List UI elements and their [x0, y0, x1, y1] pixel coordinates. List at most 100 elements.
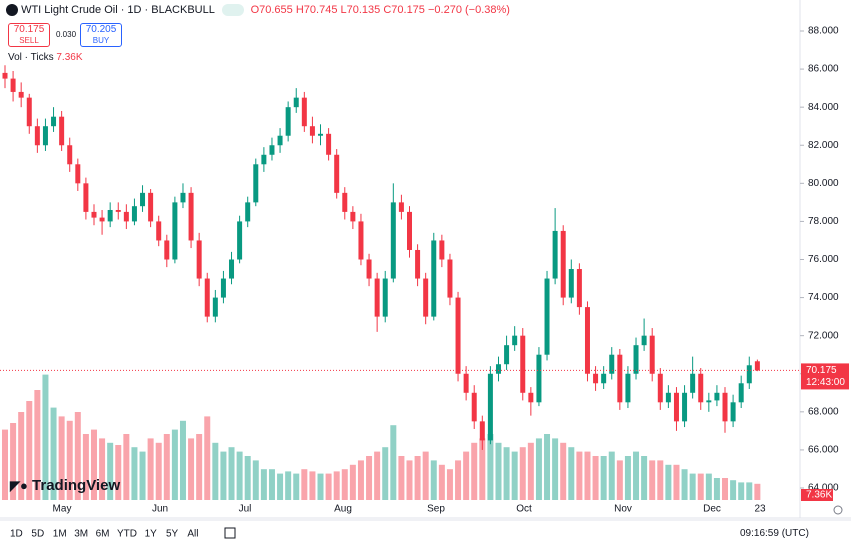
volume-bar — [641, 456, 648, 500]
candle-body — [431, 240, 437, 317]
candle-body — [698, 373, 704, 403]
volume-bar — [366, 456, 373, 500]
volume-bar — [624, 456, 631, 500]
volume-bar — [285, 471, 292, 500]
volume-bar — [560, 442, 567, 500]
buy-button[interactable]: 70.205 BUY — [80, 23, 122, 47]
candle-body — [156, 221, 162, 241]
volume-bar — [649, 460, 656, 500]
volume-bar — [66, 420, 73, 500]
candle-body — [544, 278, 550, 355]
range-button[interactable]: 5Y — [166, 529, 179, 540]
volume-bar — [511, 451, 518, 500]
volume-bar — [568, 447, 575, 500]
candle-body — [10, 78, 16, 92]
candle-body — [471, 392, 477, 422]
volume-bar — [260, 469, 267, 500]
candle-body — [261, 154, 267, 165]
candle-body — [512, 335, 518, 346]
candle-body — [277, 135, 283, 146]
volume-bar — [722, 478, 729, 500]
range-button[interactable]: 6M — [96, 529, 110, 540]
candle-body — [398, 202, 404, 212]
candle-body — [673, 392, 679, 422]
candle-body — [552, 230, 558, 279]
candle-body — [690, 373, 696, 393]
range-button[interactable]: 1Y — [145, 529, 158, 540]
volume-bar — [446, 469, 453, 500]
volume-bar — [479, 438, 486, 500]
volume-bar — [82, 434, 89, 500]
candle-body — [536, 354, 542, 403]
candle-body — [59, 116, 65, 146]
volume-bar — [325, 473, 332, 500]
candle-body — [42, 126, 48, 146]
range-button[interactable]: YTD — [117, 529, 137, 540]
candle-body — [115, 209, 121, 212]
volume-bar — [131, 447, 138, 500]
candle-body — [67, 145, 73, 165]
range-button[interactable]: 1M — [53, 529, 67, 540]
x-tick-label: Dec — [703, 504, 721, 515]
candle-body — [366, 259, 372, 279]
volume-bar — [317, 473, 324, 500]
candle-body — [641, 335, 647, 346]
x-tick-label: Sep — [427, 504, 445, 515]
candle-body — [350, 211, 356, 222]
sell-button[interactable]: 70.175 SELL — [8, 23, 50, 47]
volume-bar — [374, 451, 381, 500]
volume-bar — [608, 451, 615, 500]
volume-label-box — [801, 489, 833, 501]
candle-body — [34, 126, 40, 146]
volume-bar — [179, 420, 186, 500]
candle-body — [487, 373, 493, 441]
candle-body — [148, 192, 154, 222]
volume-bar — [188, 438, 195, 500]
volume-bar — [34, 390, 41, 500]
range-button[interactable]: All — [187, 529, 198, 540]
volume-bar — [713, 478, 720, 500]
volume-bar — [277, 473, 284, 500]
candle-body — [358, 221, 364, 260]
volume-bar — [90, 429, 97, 500]
volume-bar — [382, 447, 389, 500]
candle-body — [91, 211, 97, 218]
logo: ◤● TradingView — [10, 477, 120, 494]
volume-bar — [657, 460, 664, 500]
volume-bar — [633, 451, 640, 500]
candle-body — [633, 345, 639, 374]
volume-value: 7.36K — [56, 52, 83, 63]
candle-body — [665, 392, 671, 403]
candle-body — [269, 145, 275, 155]
volume-bar — [414, 456, 421, 500]
candle-body — [123, 211, 129, 222]
y-tick-label: 74.000 — [808, 292, 839, 303]
price-label-box — [801, 363, 849, 390]
volume-bar — [220, 451, 227, 500]
candle-body — [164, 240, 170, 260]
candle-body — [609, 354, 615, 374]
volume-bar — [2, 429, 8, 500]
volume-bar — [26, 401, 33, 500]
candle-body — [495, 364, 501, 374]
range-button[interactable]: 3M — [74, 529, 88, 540]
countdown: 12:43:00 — [806, 377, 845, 388]
volume-bar — [293, 473, 300, 500]
volume-bar — [754, 483, 761, 500]
volume-bar — [697, 473, 704, 500]
range-button[interactable]: 1D — [10, 529, 23, 540]
volume-bar — [544, 434, 551, 500]
y-tick-label: 66.000 — [808, 445, 839, 456]
candle-body — [657, 373, 663, 403]
candle-body — [245, 202, 251, 222]
range-button[interactable]: 5D — [31, 529, 44, 540]
candle-body — [682, 392, 688, 422]
candle-body — [309, 126, 315, 136]
volume-bar — [705, 473, 712, 500]
ohlc-open: O70.655 — [250, 4, 293, 16]
candle-body — [180, 192, 186, 203]
candle-body — [131, 206, 137, 222]
candle-body — [754, 361, 760, 371]
volume-bar — [244, 456, 251, 500]
volume-bar — [438, 464, 445, 500]
